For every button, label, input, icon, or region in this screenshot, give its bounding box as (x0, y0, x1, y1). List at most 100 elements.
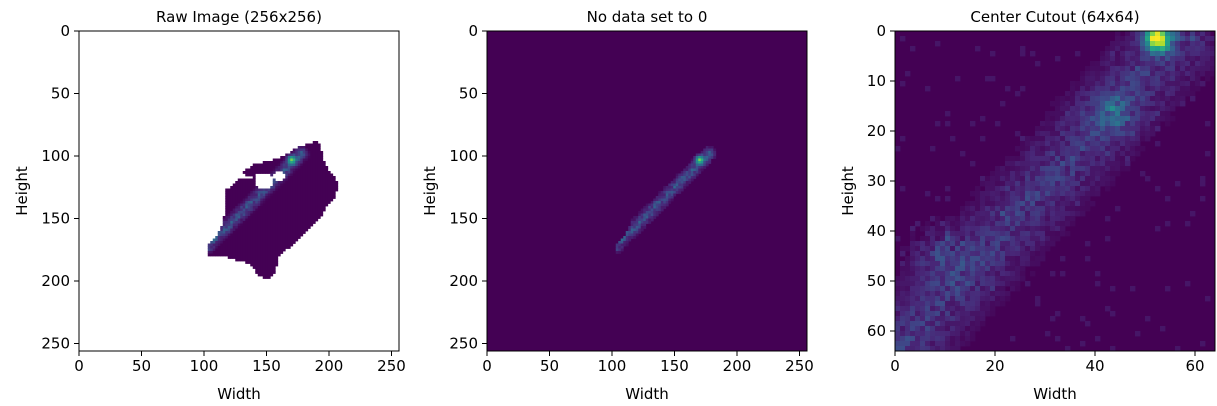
heatmap-cell (945, 241, 951, 247)
heatmap-cell (265, 253, 269, 257)
heatmap-cell (1130, 121, 1136, 127)
heatmap-cell (955, 251, 961, 257)
heatmap-cell (315, 173, 319, 177)
heatmap-cell (990, 296, 996, 302)
heatmap-cell (1065, 156, 1071, 162)
heatmap-cell (272, 206, 276, 209)
heatmap-cell (1010, 276, 1016, 282)
heatmap-cell (315, 201, 319, 204)
heatmap-cell (245, 173, 249, 177)
heatmap-cell (255, 261, 259, 264)
heatmap-cell (1090, 121, 1096, 127)
heatmap-cell (310, 178, 314, 182)
heatmap-cell (257, 261, 261, 264)
heatmap-cell (1035, 171, 1041, 177)
heatmap-cell (640, 208, 644, 212)
heatmap-cell (307, 161, 311, 164)
heatmap-cell (905, 296, 911, 302)
heatmap-cell (920, 286, 926, 292)
heatmap-cell (230, 186, 234, 189)
heatmap-cell (690, 173, 694, 177)
heatmap-cell (1055, 221, 1061, 227)
heatmap-cell (267, 238, 271, 242)
heatmap-cell (1090, 61, 1096, 67)
heatmap-cell (260, 266, 264, 269)
heatmap-cell (995, 166, 1001, 172)
heatmap-cell (307, 226, 311, 229)
heatmap-cell (232, 218, 236, 222)
heatmap-cell (690, 176, 694, 179)
heatmap-cell (945, 271, 951, 277)
heatmap-cell (230, 216, 234, 219)
heatmap-cell (970, 266, 976, 272)
heatmap-cell (895, 236, 901, 242)
heatmap-cell (300, 178, 304, 182)
heatmap-cell (302, 211, 306, 214)
heatmap-cell (673, 191, 677, 194)
x-tick-label: 0 (890, 357, 900, 375)
heatmap-cell (980, 321, 986, 327)
heatmap-cell (1060, 181, 1066, 187)
heatmap-cell (1130, 56, 1136, 62)
heatmap-cell (1185, 51, 1191, 57)
heatmap-cell (1010, 241, 1016, 247)
heatmap-cell (1065, 96, 1071, 102)
heatmap-cell (317, 148, 321, 152)
heatmap-cell (1025, 151, 1031, 157)
heatmap-cell (1115, 146, 1121, 152)
heatmap-cell (260, 226, 264, 229)
heatmap-cell (225, 191, 229, 194)
heatmap-cell (227, 233, 231, 237)
heatmap-cell (1055, 111, 1061, 117)
heatmap-cell (910, 261, 916, 267)
heatmap-cell (935, 326, 941, 332)
heatmap-cell (1050, 186, 1056, 192)
heatmap-cell (1025, 216, 1031, 222)
heatmap-cell (250, 216, 254, 219)
heatmap-cell (307, 163, 311, 167)
heatmap-cell (252, 178, 256, 182)
heatmap-cell (1015, 186, 1021, 192)
heatmap-cell (980, 116, 986, 122)
heatmap-cell (305, 196, 309, 199)
heatmap-cell (1100, 181, 1106, 187)
heatmap-cell (1045, 216, 1051, 222)
heatmap-cell (975, 261, 981, 267)
heatmap-cell (265, 221, 269, 224)
heatmap-cell (307, 156, 311, 159)
heatmap-cell (1090, 126, 1096, 132)
heatmap-cell (237, 188, 241, 192)
heatmap-cell (900, 261, 906, 267)
heatmap-cell (262, 271, 266, 274)
heatmap-cell (1060, 231, 1066, 237)
heatmap-cell (960, 311, 966, 317)
heatmap-cell (1140, 86, 1146, 92)
heatmap-cell (1025, 256, 1031, 262)
heatmap-cell (312, 146, 316, 149)
heatmap-cell (267, 251, 271, 254)
heatmap-cell (1105, 216, 1111, 222)
heatmap-cell (240, 206, 244, 209)
heatmap-cell (290, 213, 294, 217)
heatmap-cell (960, 326, 966, 332)
heatmap-cell (317, 161, 321, 164)
heatmap-cell (1050, 221, 1056, 227)
heatmap-cell (285, 236, 289, 239)
heatmap-cell (1160, 91, 1166, 97)
heatmap-cell (905, 346, 911, 351)
heatmap-cell (325, 193, 329, 197)
heatmap-cell (1190, 56, 1196, 62)
heatmap-cell (305, 161, 309, 164)
heatmap-cell (280, 231, 284, 234)
heatmap-cell (272, 226, 276, 229)
heatmap-cell (227, 213, 231, 217)
heatmap-cell (1065, 141, 1071, 147)
heatmap-cell (297, 203, 301, 207)
y-tick-label: 150 (449, 210, 478, 228)
heatmap-cell (325, 171, 329, 174)
heatmap-cell (255, 248, 259, 252)
heatmap-cell (240, 221, 244, 224)
heatmap-cell (1005, 256, 1011, 262)
heatmap-cell (242, 241, 246, 244)
heatmap-cell (280, 236, 284, 239)
